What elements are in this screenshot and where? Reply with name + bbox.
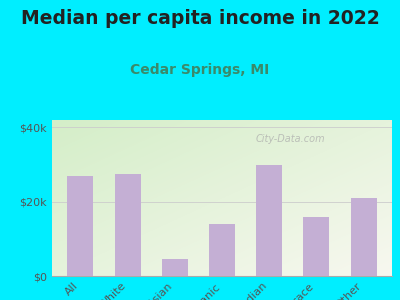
Bar <box>256 165 282 276</box>
Bar <box>209 224 235 276</box>
Bar <box>351 198 377 276</box>
Text: Cedar Springs, MI: Cedar Springs, MI <box>130 63 270 77</box>
Bar <box>304 217 330 276</box>
Bar <box>67 176 93 276</box>
Text: City-Data.com: City-Data.com <box>255 134 325 144</box>
Bar <box>162 259 188 276</box>
Text: Median per capita income in 2022: Median per capita income in 2022 <box>21 9 379 28</box>
Bar <box>114 174 140 276</box>
